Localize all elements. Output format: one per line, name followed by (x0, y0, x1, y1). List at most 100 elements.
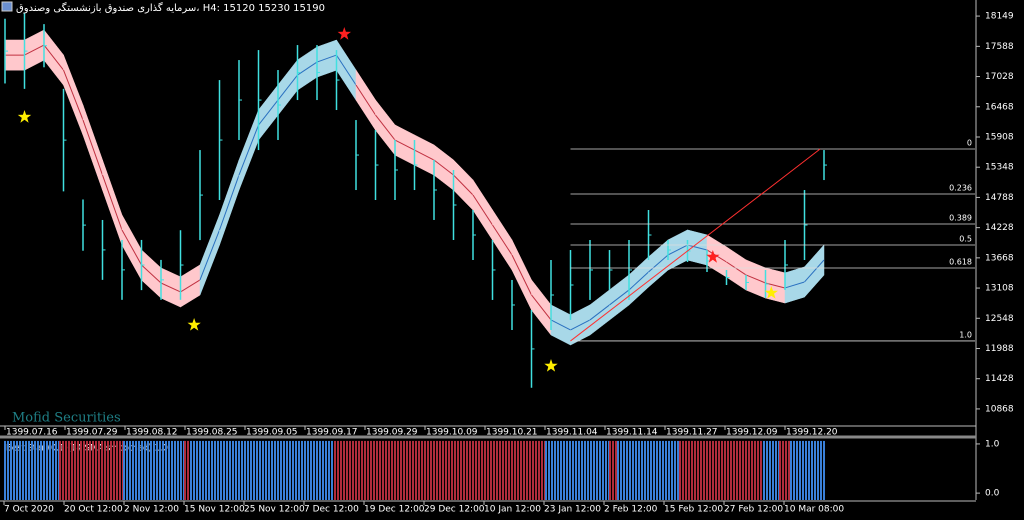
x-tick-label: 2 Feb 12:00 (604, 505, 658, 515)
band-mid (82, 119, 103, 176)
fib-label: 0.5 (959, 235, 972, 244)
x-tick-label: 1399.07.29 (66, 428, 118, 438)
x-tick-label: 1399.12.09 (726, 428, 778, 438)
x-tick-label: 2 Nov 12:00 (124, 505, 179, 515)
signal-star (544, 359, 558, 372)
band-mid (121, 229, 142, 266)
fib-label: 0.236 (949, 184, 972, 193)
x-tick-label: 29 Dec 12:00 (424, 505, 485, 515)
y-tick-label: 11988 (985, 344, 1014, 354)
fib-label: 0.618 (949, 257, 972, 266)
y-tick-label: 0.0 (985, 489, 1000, 499)
signal-star (337, 27, 351, 40)
y-tick-label: 14228 (985, 223, 1014, 233)
y-tick-label: 10868 (985, 404, 1014, 414)
x-tick-label: 1399.10.21 (486, 428, 538, 438)
band-mid (141, 264, 162, 284)
signal-star (764, 286, 778, 299)
x-tick-label: 1399.11.14 (606, 428, 658, 438)
fib-label: 0.389 (949, 214, 972, 223)
y-tick-label: 18149 (985, 12, 1014, 22)
band-mid (375, 114, 396, 141)
band-mid (648, 254, 669, 273)
band-mid (628, 271, 649, 291)
band-mid (453, 174, 474, 196)
y-tick-label: 15908 (985, 132, 1014, 142)
band-mid (63, 69, 84, 121)
x-tick-label: 10 Mar 08:00 (784, 505, 844, 515)
x-tick-label: 10 Jan 12:00 (484, 505, 541, 515)
y-tick-label: 17588 (985, 42, 1014, 52)
band-mid (238, 124, 259, 176)
y-tick-label: 15348 (985, 163, 1014, 173)
band-mid (492, 224, 513, 256)
y-tick-label: 13668 (985, 253, 1014, 263)
band-mid (667, 244, 688, 256)
x-tick-label: 1399.10.09 (426, 428, 478, 438)
chart-header: سرمایه گذاری صندوق بازنشستگی وصندوق، H4:… (16, 2, 325, 14)
band-mid (355, 84, 376, 116)
y-tick-label: 13108 (985, 284, 1014, 294)
band-mid (609, 289, 630, 306)
x-tick-label: 7 Dec 12:00 (304, 505, 359, 515)
band-mid (180, 279, 201, 293)
y-tick-label: 1.0 (985, 439, 1000, 449)
band-mid (589, 304, 610, 321)
band-mid (24, 44, 45, 56)
fib-label: 0 (967, 139, 972, 148)
band-mid (43, 44, 64, 71)
watermark: Mofid Securities (12, 411, 121, 426)
fib-label: 1.0 (959, 330, 972, 339)
x-tick-label: 25 Nov 12:00 (244, 505, 305, 515)
band-mid (258, 99, 279, 126)
band-mid (784, 281, 805, 289)
x-tick-label: 1399.11.27 (666, 428, 718, 438)
band-mid (433, 159, 454, 176)
x-tick-label: 15 Feb 12:00 (664, 505, 723, 515)
band-mid (199, 229, 220, 281)
y-tick-label: 14788 (985, 193, 1014, 203)
band-mid (804, 259, 825, 283)
x-tick-label: 1399.12.20 (786, 428, 838, 438)
trendline (570, 148, 821, 342)
x-tick-label: 27 Feb 12:00 (724, 505, 783, 515)
signal-star (17, 110, 32, 123)
x-tick-label: 19 Dec 12:00 (364, 505, 425, 515)
band-mid (550, 319, 571, 331)
band-mid (219, 174, 240, 231)
y-tick-label: 17028 (985, 72, 1014, 82)
x-tick-label: 1399.08.12 (126, 428, 178, 438)
band-mid (414, 149, 435, 161)
band-mid (570, 319, 591, 331)
band-mid (316, 54, 337, 63)
x-tick-label: 1399.11.04 (546, 428, 598, 438)
x-tick-label: 7 Oct 2020 (4, 505, 54, 515)
y-tick-label: 12548 (985, 314, 1014, 324)
x-tick-label: 1399.09.29 (366, 428, 418, 438)
band-mid (726, 261, 747, 276)
band-mid (102, 174, 123, 231)
y-tick-label: 16468 (985, 102, 1014, 112)
x-tick-label: 1399.09.17 (306, 428, 358, 438)
band-mid (277, 74, 298, 101)
x-tick-label: 23 Jan 12:00 (544, 505, 601, 515)
y-tick-label: 11428 (985, 374, 1014, 384)
x-tick-label: 1399.09.05 (246, 428, 298, 438)
band-mid (687, 244, 708, 251)
band-mid (472, 194, 493, 226)
x-tick-label: 20 Oct 12:00 (64, 505, 123, 515)
x-tick-label: 1399.08.25 (186, 428, 238, 438)
band-mid (297, 61, 318, 76)
x-tick-label: 15 Nov 12:00 (184, 505, 245, 515)
band-mid (745, 274, 766, 284)
band-mid (531, 294, 552, 321)
band-mid (160, 282, 181, 293)
band-mid (336, 54, 357, 86)
band-mid (394, 139, 415, 151)
signal-star (187, 318, 201, 331)
signal-star (706, 250, 720, 263)
band-mid (511, 254, 532, 296)
x-tick-label: 1399.07.16 (6, 428, 58, 438)
